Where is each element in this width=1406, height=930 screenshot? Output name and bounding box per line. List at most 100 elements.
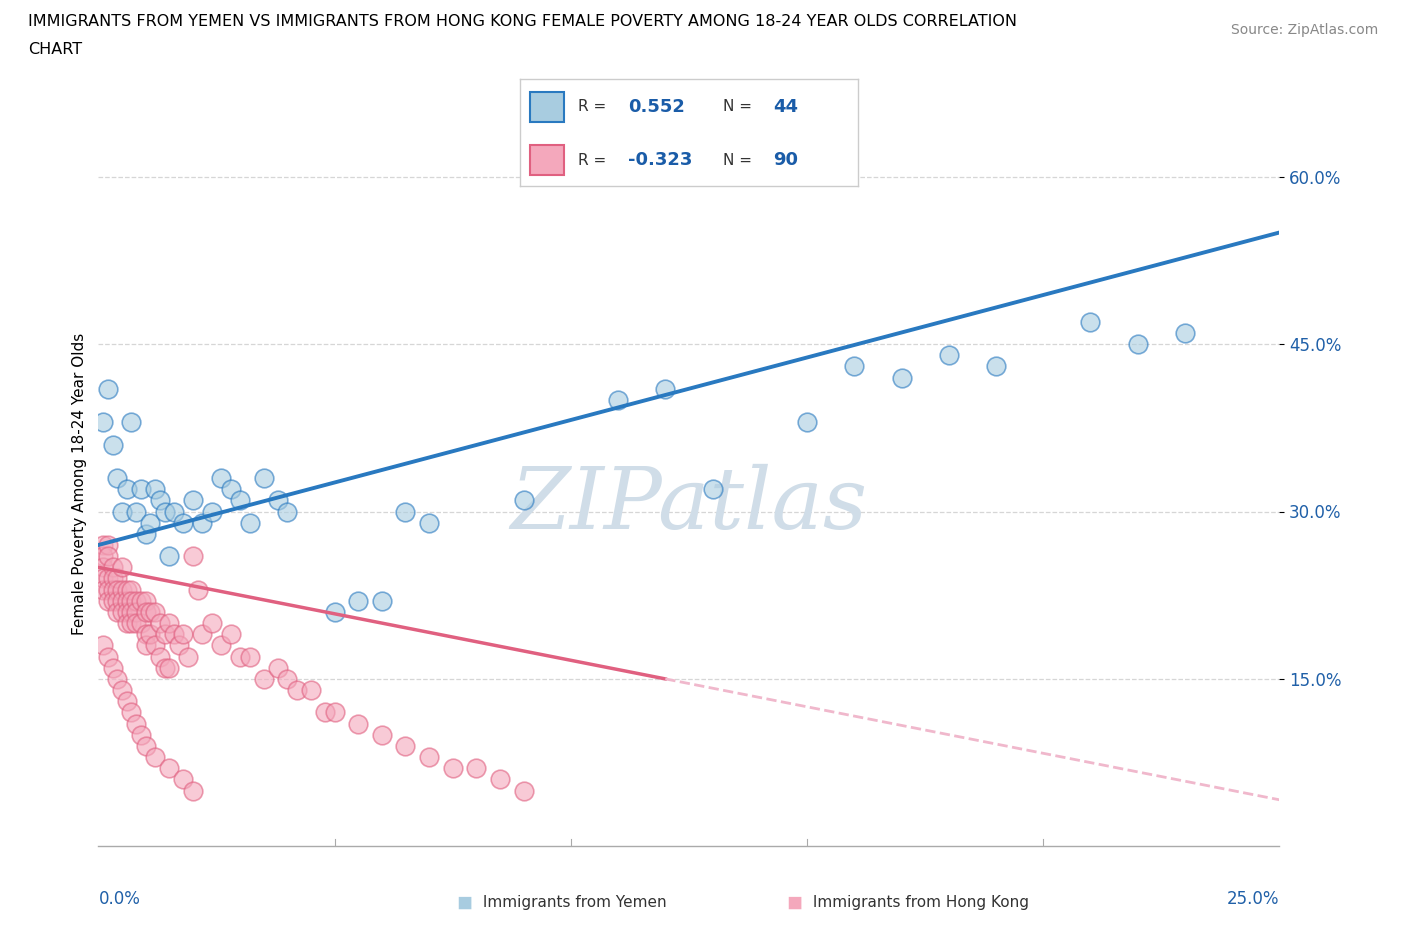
Point bbox=[512, 493, 534, 508]
Point bbox=[97, 571, 120, 586]
Point bbox=[441, 761, 464, 776]
Point bbox=[115, 593, 138, 608]
Point bbox=[1174, 326, 1197, 340]
Point bbox=[91, 538, 114, 552]
Point bbox=[796, 415, 818, 430]
Point bbox=[1080, 314, 1102, 329]
Point bbox=[135, 593, 157, 608]
Point bbox=[97, 582, 120, 597]
Point bbox=[101, 560, 124, 575]
Point bbox=[512, 783, 534, 798]
Point bbox=[394, 738, 416, 753]
Point bbox=[153, 660, 176, 675]
Point bbox=[91, 549, 114, 564]
Point bbox=[153, 504, 176, 519]
Point bbox=[323, 604, 346, 619]
Point bbox=[91, 638, 114, 653]
Point bbox=[239, 515, 262, 530]
Point bbox=[91, 415, 114, 430]
Point bbox=[111, 582, 134, 597]
Point bbox=[219, 482, 242, 497]
Point bbox=[938, 348, 960, 363]
Y-axis label: Female Poverty Among 18-24 Year Olds: Female Poverty Among 18-24 Year Olds bbox=[72, 333, 87, 634]
Point bbox=[276, 504, 298, 519]
Point bbox=[890, 370, 912, 385]
Point bbox=[172, 772, 194, 787]
Text: 25.0%: 25.0% bbox=[1227, 890, 1279, 908]
Point bbox=[201, 616, 224, 631]
Point bbox=[253, 671, 276, 686]
Point bbox=[219, 627, 242, 642]
Text: N =: N = bbox=[723, 100, 752, 114]
Point bbox=[125, 716, 148, 731]
Point bbox=[101, 571, 124, 586]
Point bbox=[157, 616, 180, 631]
Point bbox=[149, 616, 172, 631]
Point bbox=[371, 727, 394, 742]
Text: 0.552: 0.552 bbox=[628, 98, 685, 116]
Point bbox=[149, 649, 172, 664]
Point bbox=[299, 683, 322, 698]
Point bbox=[181, 783, 204, 798]
Point bbox=[97, 538, 120, 552]
Point bbox=[177, 649, 200, 664]
Point bbox=[371, 593, 394, 608]
Point bbox=[187, 582, 209, 597]
Point bbox=[172, 515, 194, 530]
Point bbox=[97, 593, 120, 608]
Point bbox=[115, 616, 138, 631]
Point bbox=[111, 683, 134, 698]
Point bbox=[135, 604, 157, 619]
Point bbox=[125, 593, 148, 608]
Point bbox=[135, 638, 157, 653]
Point bbox=[229, 649, 252, 664]
Point bbox=[101, 437, 124, 452]
Point bbox=[607, 392, 630, 407]
Point bbox=[121, 415, 143, 430]
Point bbox=[111, 593, 134, 608]
Text: Immigrants from Yemen: Immigrants from Yemen bbox=[478, 895, 666, 910]
Point bbox=[91, 582, 114, 597]
Point bbox=[229, 493, 252, 508]
Point bbox=[702, 482, 724, 497]
Point bbox=[97, 549, 120, 564]
Point bbox=[121, 582, 143, 597]
Point bbox=[209, 471, 232, 485]
Text: Source: ZipAtlas.com: Source: ZipAtlas.com bbox=[1230, 23, 1378, 37]
Point bbox=[125, 604, 148, 619]
Point bbox=[267, 493, 290, 508]
Point bbox=[111, 560, 134, 575]
Point bbox=[984, 359, 1007, 374]
Point bbox=[129, 593, 152, 608]
Point bbox=[115, 582, 138, 597]
Point bbox=[181, 493, 204, 508]
Text: R =: R = bbox=[578, 100, 606, 114]
FancyBboxPatch shape bbox=[530, 92, 564, 122]
Point bbox=[191, 627, 214, 642]
Point bbox=[418, 750, 440, 764]
Point bbox=[157, 761, 180, 776]
Point bbox=[139, 515, 162, 530]
Point bbox=[394, 504, 416, 519]
Point bbox=[347, 593, 370, 608]
Point bbox=[105, 571, 128, 586]
Point bbox=[121, 604, 143, 619]
Point bbox=[121, 616, 143, 631]
Point bbox=[101, 660, 124, 675]
Point bbox=[157, 660, 180, 675]
Point bbox=[191, 515, 214, 530]
Point bbox=[129, 482, 152, 497]
Point bbox=[135, 738, 157, 753]
Point bbox=[153, 627, 176, 642]
Text: CHART: CHART bbox=[28, 42, 82, 57]
Point bbox=[101, 582, 124, 597]
Point bbox=[105, 593, 128, 608]
Point bbox=[135, 526, 157, 541]
Point bbox=[323, 705, 346, 720]
Point bbox=[97, 649, 120, 664]
Point bbox=[181, 549, 204, 564]
Text: -0.323: -0.323 bbox=[628, 152, 693, 169]
Text: N =: N = bbox=[723, 153, 752, 167]
Point bbox=[91, 571, 114, 586]
Text: ◼: ◼ bbox=[786, 893, 803, 911]
